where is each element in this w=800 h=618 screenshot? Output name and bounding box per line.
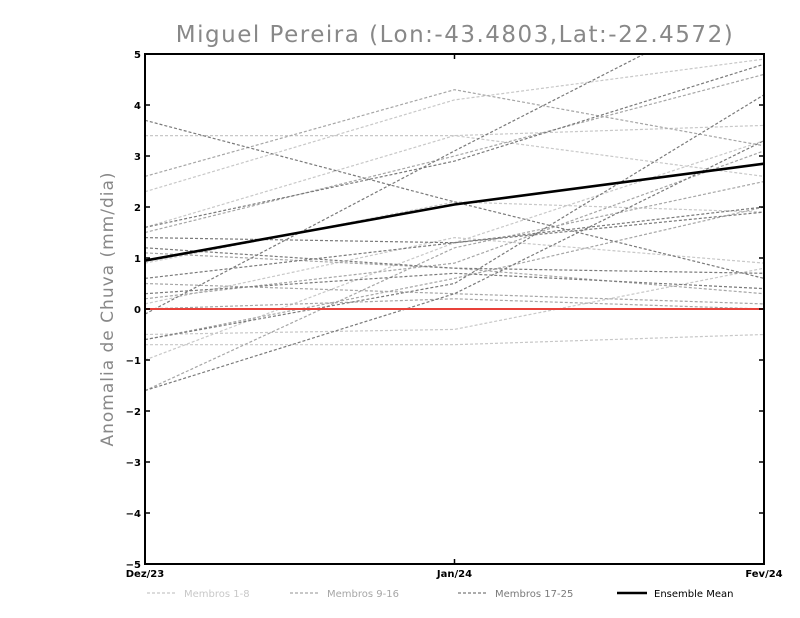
- legend-label: Ensemble Mean: [654, 589, 733, 600]
- ensemble-mean-line: [145, 162, 764, 262]
- member-line-16: [145, 298, 764, 310]
- member-line-22: [145, 54, 646, 315]
- x-tick-label: Dez/23: [126, 569, 165, 580]
- y-axis-label: Anomalia de Chuva (mm/dia): [98, 171, 118, 446]
- member-line-23: [145, 94, 764, 341]
- member-line-11: [145, 252, 764, 295]
- x-tick-label: Fev/24: [745, 569, 782, 580]
- legend-label: Membros 9-16: [327, 589, 399, 600]
- series-layer: [145, 54, 764, 392]
- member-line-7: [145, 124, 764, 137]
- member-line-17: [145, 119, 764, 279]
- legend-label: Membros 17-25: [495, 589, 573, 600]
- legend: Membros 1-8 Membros 9-16 Membros 17-25 Ense…: [147, 589, 733, 600]
- legend-label: Membros 1-8: [184, 589, 250, 600]
- member-line-21: [145, 272, 764, 295]
- legend-item-1: Membros 1-8: [147, 589, 250, 600]
- member-line-19: [145, 211, 764, 244]
- member-line-8: [145, 140, 764, 361]
- member-line-15: [145, 180, 764, 392]
- legend-item-3: Membros 17-25: [458, 589, 573, 600]
- y-tick-label: 4: [134, 101, 141, 112]
- legend-item-2: Membros 9-16: [290, 589, 399, 600]
- member-line-10: [145, 73, 764, 234]
- y-tick-label: −5: [126, 560, 141, 571]
- legend-item-4: Ensemble Mean: [617, 589, 733, 600]
- y-tick-label: −2: [126, 407, 141, 418]
- y-tick-label: 2: [134, 203, 141, 214]
- y-tick-label: 3: [134, 152, 141, 163]
- member-line-25: [145, 247, 764, 274]
- member-line-14: [145, 150, 764, 300]
- member-line-4: [145, 236, 764, 305]
- member-line-2: [145, 134, 764, 228]
- member-line-13: [145, 206, 764, 341]
- y-tick-label: −1: [126, 356, 141, 367]
- y-tick-label: −3: [126, 458, 141, 469]
- y-tick-label: 1: [134, 254, 141, 265]
- member-line-12: [145, 282, 764, 305]
- member-line-9: [145, 89, 764, 177]
- member-line-3: [145, 201, 764, 264]
- mean-layer: [145, 162, 764, 262]
- y-tick-label: −4: [126, 509, 141, 520]
- y-tick-label: 5: [134, 50, 141, 61]
- x-tick-label: Jan/24: [436, 569, 472, 580]
- member-line-1: [145, 58, 764, 193]
- y-tick-label: 0: [134, 305, 141, 316]
- chart-title: Miguel Pereira (Lon:-43.4803,Lat:-22.457…: [176, 22, 734, 48]
- member-line-18: [145, 63, 764, 228]
- member-line-6: [145, 333, 764, 346]
- member-line-20: [145, 206, 764, 279]
- axis-layer: −5 −4 −3 −2 −1 0 1 2 3 4 5 Dez/23 Jan/24 Fev/24: [126, 50, 783, 580]
- member-line-24: [145, 140, 764, 392]
